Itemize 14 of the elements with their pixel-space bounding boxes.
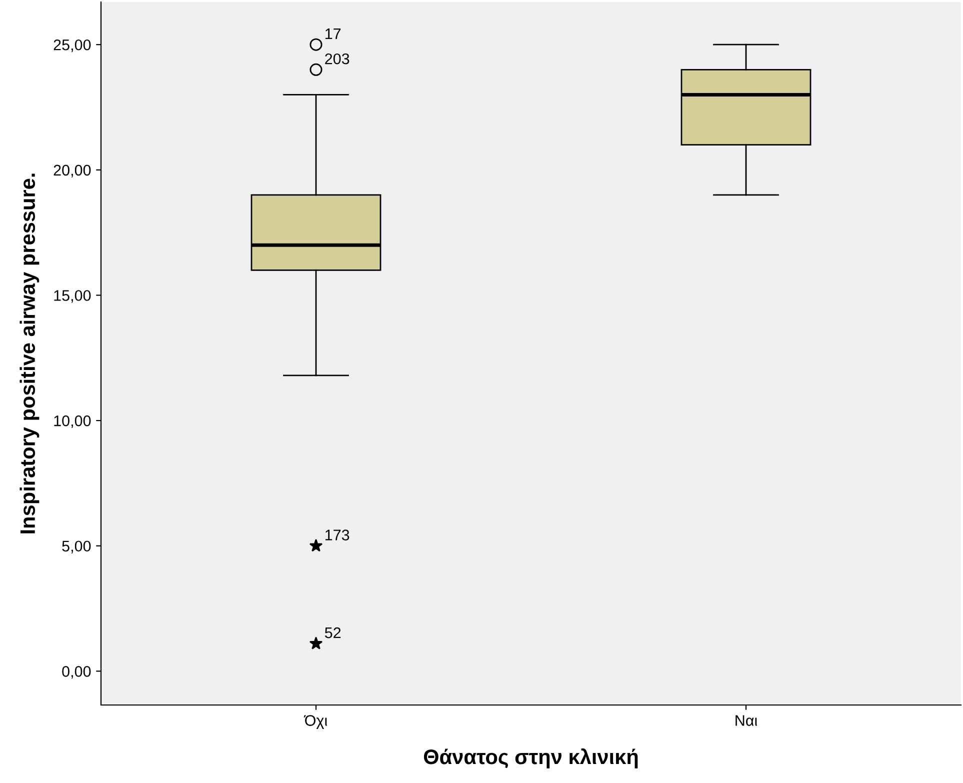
y-tick-label: 25,00 bbox=[54, 39, 91, 52]
x-tick-label: Όχι bbox=[304, 715, 328, 729]
x-tick-label: Ναι bbox=[736, 715, 758, 726]
y-tick-label: 0,00 bbox=[62, 666, 91, 679]
x-axis-title: Θάνατος στην κλινική bbox=[424, 748, 638, 768]
annotation: 17 bbox=[326, 28, 341, 40]
annotation: 173 bbox=[326, 530, 350, 540]
y-tick-label: 5,00 bbox=[62, 540, 91, 554]
annotation: 203 bbox=[325, 53, 350, 64]
y-axis-title: Inspiratory positive airway pressure. bbox=[20, 174, 40, 534]
y-tick-label: 15,00 bbox=[54, 290, 91, 303]
y-tick-label: 20,00 bbox=[54, 164, 91, 178]
annotation: 52 bbox=[324, 627, 341, 638]
y-tick-label: 10,00 bbox=[54, 415, 91, 428]
